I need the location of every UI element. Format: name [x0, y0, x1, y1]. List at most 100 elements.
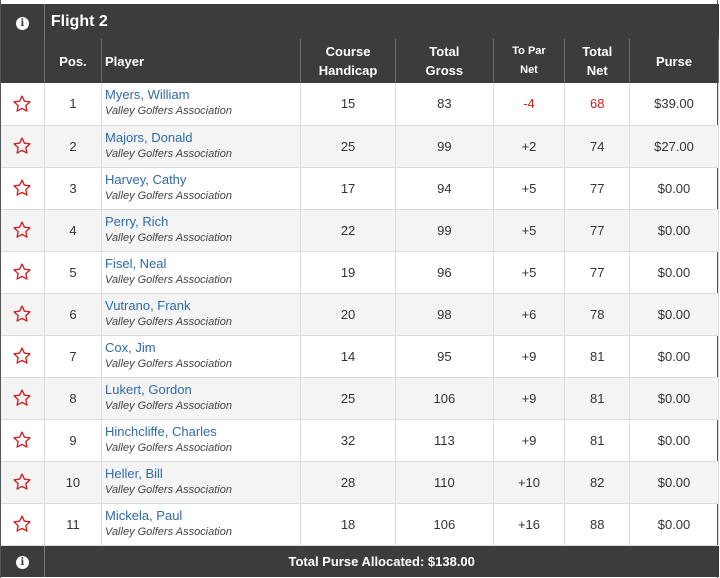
info-icon[interactable]: i [15, 556, 29, 570]
info-icon[interactable]: i [15, 16, 29, 30]
position-cell: 9 [44, 419, 103, 462]
flight-title: Flight 2 [50, 12, 108, 30]
to-par-net-cell: +9 [493, 377, 566, 420]
favorite-star-icon[interactable] [1, 167, 45, 210]
total-gross-cell: 94 [395, 167, 494, 210]
purse-cell: $0.00 [629, 503, 719, 546]
header-course-handicap[interactable]: Course Handicap [300, 39, 397, 83]
flight-title-bar: i Flight 2 [1, 4, 719, 39]
flight-info-cell[interactable]: i [1, 4, 45, 39]
header-to-par-net[interactable]: To Par Net [493, 39, 566, 83]
total-net-cell: 88 [564, 503, 631, 546]
to-par-net-cell: +5 [493, 167, 566, 210]
footer-info-cell[interactable]: i [1, 545, 45, 577]
player-association: Valley Golfers Association [105, 399, 232, 412]
table-row: 4 Perry, Rich Valley Golfers Association 22… [1, 209, 719, 252]
player-cell: Mickela, Paul Valley Golfers Association [101, 503, 301, 546]
player-cell: Lukert, Gordon Valley Golfers Association [101, 377, 301, 420]
total-gross-cell: 95 [395, 335, 494, 378]
favorite-star-icon[interactable] [1, 251, 45, 294]
player-name-link[interactable]: Majors, Donald [105, 129, 193, 145]
total-purse-allocated: Total Purse Allocated: $138.00 [288, 553, 475, 569]
player-name-link[interactable]: Vutrano, Frank [105, 297, 191, 313]
favorite-star-icon[interactable] [1, 209, 45, 252]
total-gross-cell: 83 [395, 83, 494, 126]
table-row: 3 Harvey, Cathy Valley Golfers Association… [1, 167, 719, 210]
table-row: 1 Myers, William Valley Golfers Associatio… [1, 83, 719, 126]
player-cell: Harvey, Cathy Valley Golfers Association [101, 167, 301, 210]
player-association: Valley Golfers Association [105, 231, 232, 244]
player-association: Valley Golfers Association [105, 483, 232, 496]
course-handicap-cell: 22 [300, 209, 397, 252]
favorite-star-icon[interactable] [1, 125, 45, 168]
total-gross-cell: 106 [395, 503, 494, 546]
player-cell: Majors, Donald Valley Golfers Association [101, 125, 301, 168]
favorite-star-icon[interactable] [1, 419, 45, 462]
table-row: 5 Fisel, Neal Valley Golfers Association 19… [1, 251, 719, 294]
purse-cell: $0.00 [629, 461, 719, 504]
player-name-link[interactable]: Heller, Bill [105, 465, 163, 481]
position-cell: 5 [44, 251, 103, 294]
to-par-net-cell: +10 [493, 461, 566, 504]
table-row: 7 Cox, Jim Valley Golfers Association 14 95 +… [1, 335, 719, 378]
player-cell: Hinchcliffe, Charles Valley Golfers Assoc… [101, 419, 301, 462]
total-gross-cell: 99 [395, 125, 494, 168]
player-name-link[interactable]: Harvey, Cathy [105, 171, 187, 187]
position-cell: 3 [44, 167, 103, 210]
to-par-net-cell: +9 [493, 419, 566, 462]
table-row: 11 Mickela, Paul Valley Golfers Associatio… [1, 503, 719, 546]
player-name-link[interactable]: Perry, Rich [105, 213, 169, 229]
total-net-cell: 78 [564, 293, 631, 336]
player-association: Valley Golfers Association [105, 315, 232, 328]
player-name-link[interactable]: Myers, William [105, 87, 190, 103]
table-row: 9 Hinchcliffe, Charles Valley Golfers Asso… [1, 419, 719, 462]
player-association: Valley Golfers Association [105, 525, 232, 538]
header-purse[interactable]: Purse [629, 39, 719, 83]
total-gross-cell: 98 [395, 293, 494, 336]
course-handicap-cell: 32 [300, 419, 397, 462]
player-cell: Heller, Bill Valley Golfers Association [101, 461, 301, 504]
player-name-link[interactable]: Cox, Jim [105, 339, 156, 355]
to-par-net-cell: +9 [493, 335, 566, 378]
player-name-link[interactable]: Fisel, Neal [105, 255, 167, 271]
player-cell: Vutrano, Frank Valley Golfers Association [101, 293, 301, 336]
total-net-cell: 77 [564, 251, 631, 294]
position-cell: 10 [44, 461, 103, 504]
course-handicap-cell: 19 [300, 251, 397, 294]
player-cell: Fisel, Neal Valley Golfers Association [101, 251, 301, 294]
course-handicap-cell: 20 [300, 293, 397, 336]
header-total-gross[interactable]: Total Gross [395, 39, 494, 83]
header-pos[interactable]: Pos. [44, 39, 103, 83]
to-par-net-cell: -4 [493, 83, 566, 126]
course-handicap-cell: 25 [300, 377, 397, 420]
player-name-link[interactable]: Lukert, Gordon [105, 381, 192, 397]
player-association: Valley Golfers Association [105, 189, 232, 202]
total-gross-cell: 106 [395, 377, 494, 420]
total-gross-cell: 99 [395, 209, 494, 252]
total-net-cell: 77 [564, 167, 631, 210]
favorite-star-icon[interactable] [1, 335, 45, 378]
favorite-star-icon[interactable] [1, 461, 45, 504]
favorite-star-icon[interactable] [1, 377, 45, 420]
header-total-net[interactable]: Total Net [564, 39, 631, 83]
player-name-link[interactable]: Mickela, Paul [105, 507, 183, 523]
purse-cell: $39.00 [629, 83, 719, 126]
player-association: Valley Golfers Association [105, 357, 232, 370]
purse-cell: $0.00 [629, 377, 719, 420]
favorite-star-icon[interactable] [1, 83, 45, 126]
purse-cell: $0.00 [629, 335, 719, 378]
player-cell: Myers, William Valley Golfers Association [101, 83, 301, 126]
position-cell: 4 [44, 209, 103, 252]
footer-bar: i Total Purse Allocated: $138.00 [1, 545, 719, 577]
player-name-link[interactable]: Hinchcliffe, Charles [105, 423, 217, 439]
favorite-star-icon[interactable] [1, 503, 45, 546]
total-gross-cell: 113 [395, 419, 494, 462]
purse-cell: $0.00 [629, 209, 719, 252]
leaderboard-table: i Flight 2 Pos. Player Course Handicap T… [1, 4, 719, 577]
course-handicap-cell: 17 [300, 167, 397, 210]
header-player[interactable]: Player [101, 39, 301, 83]
header-favorite [1, 39, 45, 83]
total-net-cell: 68 [564, 83, 631, 126]
to-par-net-cell: +5 [493, 251, 566, 294]
favorite-star-icon[interactable] [1, 293, 45, 336]
